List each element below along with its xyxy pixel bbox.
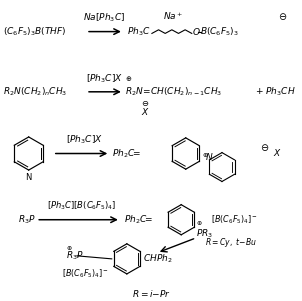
Text: $\oplus$: $\oplus$: [196, 219, 202, 227]
Text: $[Ph_3C][B(C_6F_5)_4]$: $[Ph_3C][B(C_6F_5)_4]$: [47, 200, 116, 213]
Text: $\ominus$: $\ominus$: [278, 11, 287, 22]
Text: $\ominus$: $\ominus$: [260, 142, 269, 153]
Text: $R_3P$: $R_3P$: [18, 213, 36, 226]
Text: $[B(C_6F_5)_4]^-$: $[B(C_6F_5)_4]^-$: [211, 213, 259, 226]
Text: $[Ph_3C]X$: $[Ph_3C]X$: [86, 73, 123, 85]
Text: $O$: $O$: [192, 26, 201, 37]
Text: $CHPh_2$: $CHPh_2$: [143, 253, 172, 265]
Text: $Na[Ph_3C]$: $Na[Ph_3C]$: [83, 12, 125, 24]
Text: $[Ph_3C]X$: $[Ph_3C]X$: [66, 134, 103, 146]
Text: $Ph_2C\!\!=\!\!$: $Ph_2C\!\!=\!\!$: [112, 147, 141, 160]
Text: N: N: [25, 173, 32, 182]
Text: $Na^+$: $Na^+$: [163, 11, 184, 22]
Text: $R = Cy,\ t\mathrm{-}Bu$: $R = Cy,\ t\mathrm{-}Bu$: [205, 236, 257, 249]
Text: $X$: $X$: [273, 147, 282, 157]
Text: $PR_3$: $PR_3$: [196, 227, 213, 240]
Text: $Ph_2C\!\!=\!\!$: $Ph_2C\!\!=\!\!$: [124, 213, 153, 226]
Text: $X$: $X$: [141, 106, 149, 117]
Text: $[B(C_6F_5)_4]^-$: $[B(C_6F_5)_4]^-$: [62, 268, 109, 280]
Text: $R = i\mathrm{-}Pr$: $R = i\mathrm{-}Pr$: [132, 288, 170, 299]
Text: $\oplus$: $\oplus$: [66, 244, 73, 252]
Text: $R_3P$: $R_3P$: [66, 250, 84, 262]
Text: $B(C_6F_5)_3$: $B(C_6F_5)_3$: [200, 25, 239, 38]
Text: $+\ Ph_3CH$: $+\ Ph_3CH$: [255, 85, 296, 98]
Text: $\oplus$: $\oplus$: [202, 151, 208, 159]
Text: $R_2N(CH_2)_nCH_3$: $R_2N(CH_2)_nCH_3$: [3, 85, 67, 98]
Text: $\ominus$: $\ominus$: [141, 99, 149, 108]
Text: $Ph_3C$: $Ph_3C$: [127, 25, 150, 38]
Text: $N$: $N$: [205, 151, 214, 162]
Text: $\oplus$: $\oplus$: [125, 74, 133, 83]
Text: $R_2N\!=\!CH(CH_2)_{n-1}CH_3$: $R_2N\!=\!CH(CH_2)_{n-1}CH_3$: [125, 85, 223, 98]
Text: $(C_6F_5)_3B(THF)$: $(C_6F_5)_3B(THF)$: [3, 25, 66, 38]
